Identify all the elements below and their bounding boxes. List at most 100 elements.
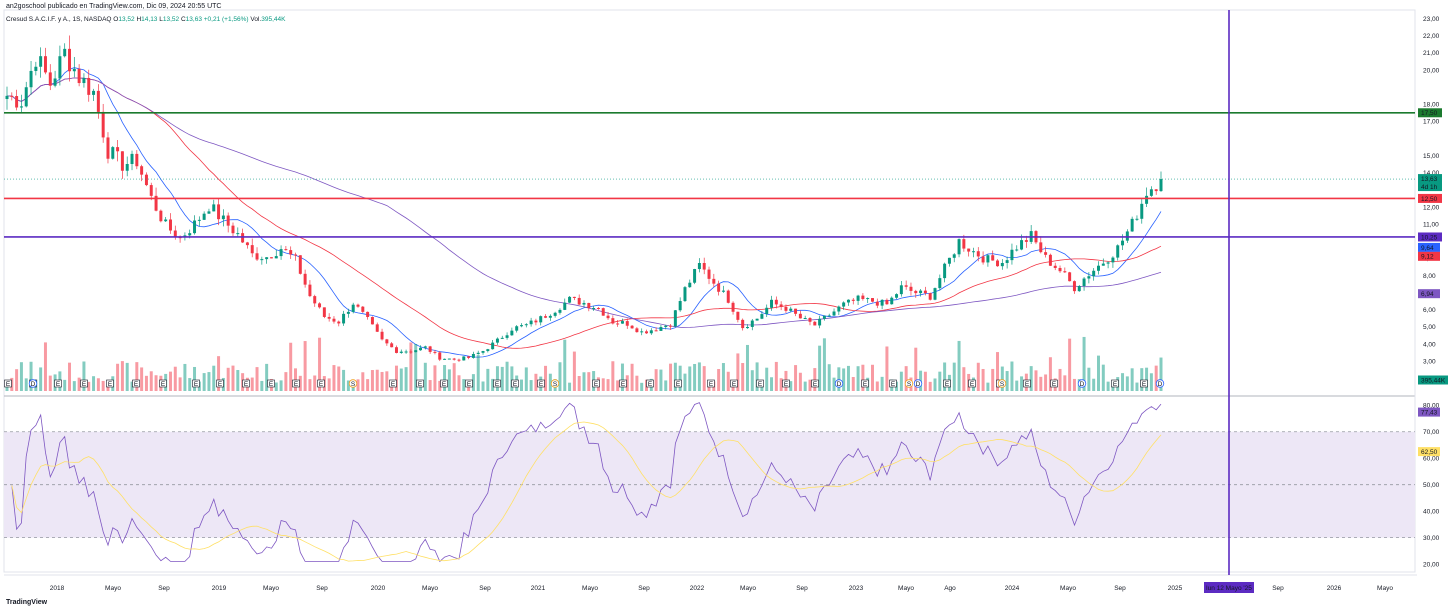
volume-bar [991, 368, 995, 391]
volume-bar [697, 362, 701, 391]
time-tick-label: Mayo [740, 585, 756, 592]
earnings-marker [537, 379, 545, 388]
volume-bar [486, 368, 490, 391]
earnings-marker-label: E [161, 381, 166, 388]
volume-bar [856, 366, 860, 391]
split-marker [904, 379, 914, 388]
candle-body [683, 287, 687, 302]
volume-bar [635, 375, 639, 391]
candle-body [582, 302, 586, 305]
earnings-marker [943, 379, 951, 388]
candle-body [996, 260, 1000, 267]
candle-body [649, 330, 653, 334]
volume-bar [601, 378, 605, 391]
volume-bar [19, 362, 23, 391]
volume-bar [1159, 357, 1163, 391]
candle-body [77, 68, 81, 84]
candle-body [909, 286, 913, 291]
price-tick-label: 4,00 [1423, 341, 1436, 348]
volume-bar [404, 367, 408, 391]
earnings-marker [416, 379, 424, 388]
candle-body [827, 315, 831, 317]
earnings-marker [1023, 379, 1031, 388]
volume-bar [207, 372, 211, 391]
candle-body [1159, 179, 1163, 192]
price-tick-label: 14,00 [1423, 170, 1440, 177]
earnings-marker [730, 379, 738, 388]
dividend-marker-label: D [1080, 381, 1085, 388]
volume-bar [1020, 376, 1024, 391]
earnings-marker-label: E [134, 381, 139, 388]
price-tick-label: 15,00 [1423, 153, 1440, 160]
volume-bar [587, 372, 591, 391]
volume-bar [524, 367, 528, 391]
candle-body [486, 349, 490, 352]
volume-bar [885, 346, 889, 391]
tradingview-logo: TradingView [6, 599, 48, 606]
volume-bar [1058, 368, 1062, 391]
volume-bar [284, 372, 288, 391]
volume-bar [236, 370, 240, 391]
countdown-label: 4d 1h [1421, 184, 1438, 191]
candle-body [558, 309, 562, 313]
volume-bar [842, 368, 846, 391]
earnings-marker [159, 379, 167, 388]
volume-value: 395,44K [261, 16, 286, 23]
volume-bar [789, 381, 793, 391]
volume-bar [510, 366, 514, 391]
rsi-badge [1418, 447, 1440, 457]
earnings-marker [707, 379, 715, 388]
candle-body [361, 306, 365, 312]
candle-body [217, 204, 221, 220]
earnings-marker [292, 379, 300, 388]
candle-body [890, 297, 894, 305]
moving-average-line [7, 77, 1162, 349]
candle-body [144, 174, 148, 186]
candle-body [707, 269, 711, 279]
candle-body [1106, 262, 1110, 264]
volume-bar [462, 379, 466, 391]
candle-body [96, 90, 100, 112]
volume-bar [260, 380, 264, 391]
split-marker-label: S [351, 381, 356, 388]
level-badge [1418, 108, 1442, 118]
volume-bar [1154, 365, 1158, 391]
candle-body [193, 220, 197, 234]
volume-bar [837, 367, 841, 391]
candle-body [39, 56, 43, 67]
price-tick-label: 21,00 [1423, 50, 1440, 57]
volume-bar [721, 363, 725, 391]
rsi-badge-label: 77,43 [1421, 409, 1438, 416]
moving-average-line [7, 67, 1162, 358]
volume-bar [928, 381, 932, 391]
candle-body [770, 299, 774, 308]
volume-bar [625, 375, 629, 391]
candle-body [231, 225, 235, 234]
close-value: 13,63 [185, 16, 202, 23]
candle-body [669, 325, 673, 327]
time-tick-label: Sep [638, 585, 650, 592]
candle-body [635, 328, 639, 333]
volume-bar [1000, 366, 1004, 391]
earnings-marker-label: E [945, 381, 950, 388]
candle-body [529, 320, 533, 325]
candle-body [717, 283, 721, 292]
candle-body [375, 324, 379, 332]
open-value: 13,52 [118, 16, 135, 23]
earnings-marker [1140, 379, 1148, 388]
candle-body [269, 257, 273, 259]
candle-body [962, 239, 966, 249]
time-tick-label: Mayo [1060, 585, 1076, 592]
candle-body [82, 77, 86, 84]
volume-bar [1034, 370, 1038, 391]
volume-bar [832, 377, 836, 391]
rsi-tick-label: 50,00 [1423, 482, 1440, 489]
volume-bar [193, 366, 197, 391]
candle-body [712, 278, 716, 284]
volume-bar [851, 377, 855, 391]
volume-bar [1140, 368, 1144, 391]
candle-body [447, 358, 451, 360]
volume-bar [1044, 374, 1048, 391]
split-marker [997, 379, 1007, 388]
